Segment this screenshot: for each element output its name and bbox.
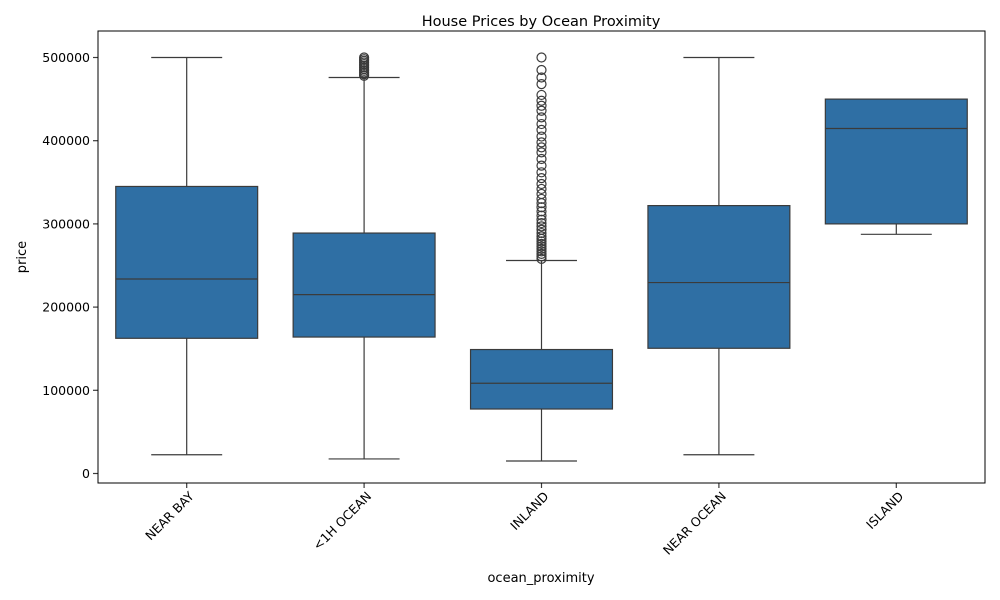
outlier-point (536, 131, 547, 142)
outlier-point (536, 183, 547, 195)
x-axis-ticks: NEAR BAY <1H OCEAN INLAND NEAR OCEAN ISLAND (142, 483, 906, 558)
box-group (115, 56, 259, 456)
box-group (469, 52, 614, 462)
outlier-point (536, 206, 547, 217)
outlier-point (536, 178, 547, 190)
outlier-point (536, 72, 547, 83)
x-tick-label: <1H OCEAN (310, 489, 374, 553)
iqr-box (469, 348, 614, 410)
outlier-point (536, 253, 547, 264)
outlier-point (536, 79, 547, 90)
outlier-point (536, 238, 547, 249)
y-tick-label: 100000 (42, 383, 90, 398)
outlier-point (536, 236, 547, 247)
box-group (824, 98, 968, 235)
outlier-point (536, 160, 547, 171)
outlier-point (536, 214, 547, 225)
outlier-point (536, 248, 547, 259)
outlier-point (536, 231, 547, 242)
outlier-point (536, 105, 547, 116)
outlier-point (536, 124, 547, 135)
iqr-box (647, 204, 791, 349)
plot-frame (97, 30, 986, 484)
outlier-point (536, 147, 547, 158)
outlier-point (536, 188, 547, 200)
boxes-layer (115, 52, 968, 462)
y-tick-label: 200000 (42, 300, 90, 315)
y-tick-label: 300000 (42, 216, 90, 231)
outlier-point (536, 221, 547, 232)
box-group (647, 56, 791, 456)
y-tick-label: 400000 (42, 133, 90, 148)
outlier-point (536, 246, 547, 257)
y-tick-label: 500000 (42, 50, 90, 65)
outlier-point (536, 251, 547, 262)
outlier-point (536, 243, 547, 254)
x-tick-label: INLAND (507, 489, 551, 533)
box-group (292, 52, 436, 460)
outlier-point (536, 89, 547, 101)
outlier-point (536, 118, 547, 130)
iqr-box (115, 185, 259, 339)
y-tick-label: 0 (82, 466, 90, 481)
y-axis-ticks: 0 100000 200000 300000 400000 500000 (42, 50, 98, 481)
x-tick-label: NEAR OCEAN (660, 489, 729, 558)
outlier-point (536, 224, 547, 235)
chart-title: House Prices by Ocean Proximity (422, 14, 661, 30)
outlier-point (536, 142, 547, 153)
outlier-point (536, 64, 547, 76)
outlier-point (359, 52, 370, 63)
x-axis-label: ocean_proximity (487, 571, 594, 586)
iqr-box (292, 232, 436, 338)
y-axis-label: price (15, 241, 30, 273)
outlier-point (536, 153, 547, 165)
outlier-point (536, 52, 547, 63)
outlier-point (536, 112, 547, 123)
iqr-box (824, 98, 968, 225)
outlier-point (536, 202, 547, 213)
outlier-point (536, 100, 547, 111)
outlier-point (536, 137, 547, 148)
outlier-point (536, 227, 547, 239)
outlier-point (536, 193, 547, 205)
outlier-point (536, 210, 547, 221)
outlier-point (536, 173, 547, 184)
outlier-point (536, 217, 547, 229)
outlier-point (536, 95, 547, 106)
outlier-point (536, 167, 547, 178)
x-tick-label: NEAR BAY (142, 488, 197, 543)
x-tick-label: ISLAND (863, 489, 906, 532)
outlier-point (536, 241, 547, 252)
